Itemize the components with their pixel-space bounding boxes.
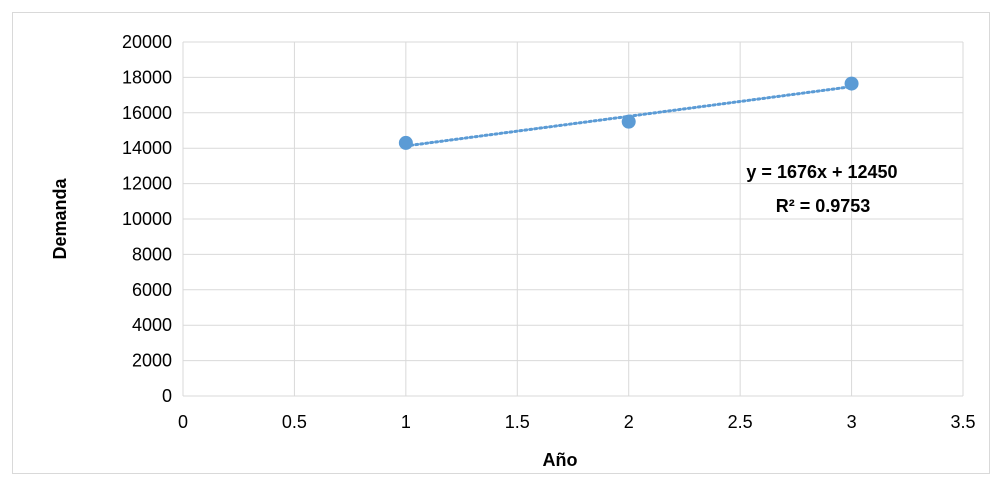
x-tick-labels: 0 0.5 1 1.5 2 2.5 3 3.5: [178, 412, 976, 432]
gridlines: [182, 41, 964, 397]
data-point: [844, 76, 859, 91]
x-axis-title: Año: [543, 450, 578, 470]
y-tick-label: 8000: [132, 244, 172, 264]
trendline-r-squared: R² = 0.9753: [776, 196, 871, 216]
trendline-equation: y = 1676x + 12450: [746, 162, 897, 182]
data-point: [398, 135, 413, 150]
y-tick-label: 12000: [122, 174, 172, 194]
x-tick-label: 2: [624, 412, 634, 432]
y-tick-label: 2000: [132, 351, 172, 371]
y-tick-label: 16000: [122, 103, 172, 123]
y-tick-label: 10000: [122, 209, 172, 229]
y-tick-label: 18000: [122, 67, 172, 87]
y-tick-label: 14000: [122, 138, 172, 158]
x-tick-label: 1.5: [505, 412, 530, 432]
y-tick-label: 20000: [122, 32, 172, 52]
x-tick-label: 3.5: [950, 412, 975, 432]
x-tick-label: 0.5: [282, 412, 307, 432]
x-tick-label: 3: [847, 412, 857, 432]
y-tick-label: 6000: [132, 280, 172, 300]
y-tick-labels: 0 2000 4000 6000 8000 10000 12000 14000 16000 180…: [122, 32, 172, 406]
x-tick-label: 0: [178, 412, 188, 432]
x-tick-label: 1: [401, 412, 411, 432]
x-tick-label: 2.5: [728, 412, 753, 432]
data-point: [621, 114, 636, 129]
y-tick-label: 0: [162, 386, 172, 406]
y-tick-label: 4000: [132, 315, 172, 335]
y-axis-title: Demanda: [50, 178, 70, 260]
data-points: [398, 76, 859, 150]
